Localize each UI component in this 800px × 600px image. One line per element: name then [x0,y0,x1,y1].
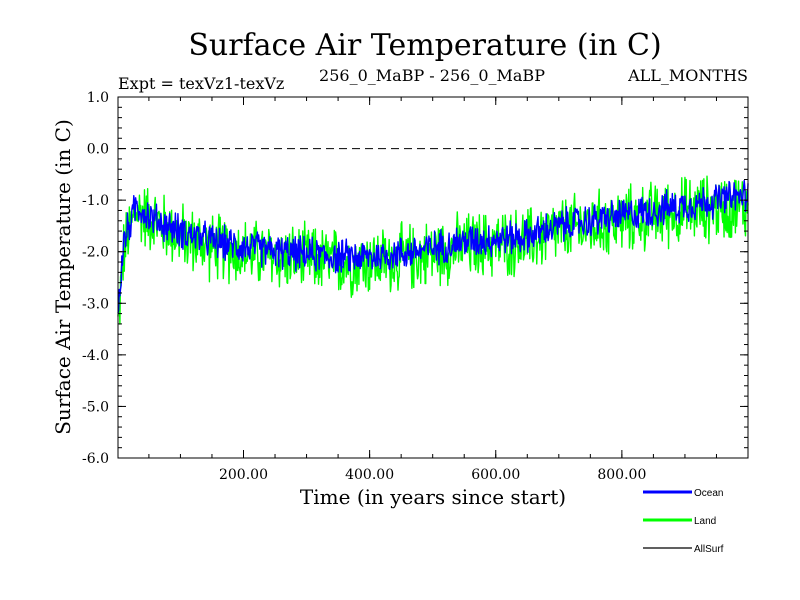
legend-label-ocean: Ocean [694,488,723,499]
x-axis-label: Time (in years since start) [300,485,566,509]
subtitle-periods: 256_0_MaBP - 256_0_MaBP [319,66,545,85]
plot-frame [117,96,749,459]
x-tick-label: 400.00 [345,467,394,483]
chart-title: Surface Air Temperature (in C) [188,28,661,63]
subtitle-months: ALL_MONTHS [627,66,748,85]
y-tick-label: 1.0 [87,90,109,106]
y-tick-label: -6.0 [82,451,109,467]
x-tick-label: 200.00 [219,467,268,483]
y-tick-label: -4.0 [82,348,109,364]
legend: Ocean Land AllSurf [643,488,724,555]
legend-label-land: Land [694,516,716,527]
subtitle-experiment: Expt = texVz1-texVz [118,74,284,93]
x-tick-label: 600.00 [471,467,520,483]
series-line-ocean [117,179,749,314]
y-tick-label: -1.0 [82,193,109,209]
legend-label-allsurf: AllSurf [694,544,724,555]
y-tick-label: -2.0 [82,245,109,261]
y-tick-label: -5.0 [82,399,109,415]
y-tick-labels: 1.0 0.0 -1.0 -2.0 -3.0 -4.0 -5.0 -6.0 [82,90,109,467]
y-tick-label: 0.0 [87,142,109,158]
x-tick-label: 800.00 [597,467,646,483]
series-layer [117,175,749,325]
y-axis-label: Surface Air Temperature (in C) [51,119,75,435]
x-tick-labels: 200.00 400.00 600.00 800.00 [219,467,646,483]
y-tick-label: -3.0 [82,296,109,312]
